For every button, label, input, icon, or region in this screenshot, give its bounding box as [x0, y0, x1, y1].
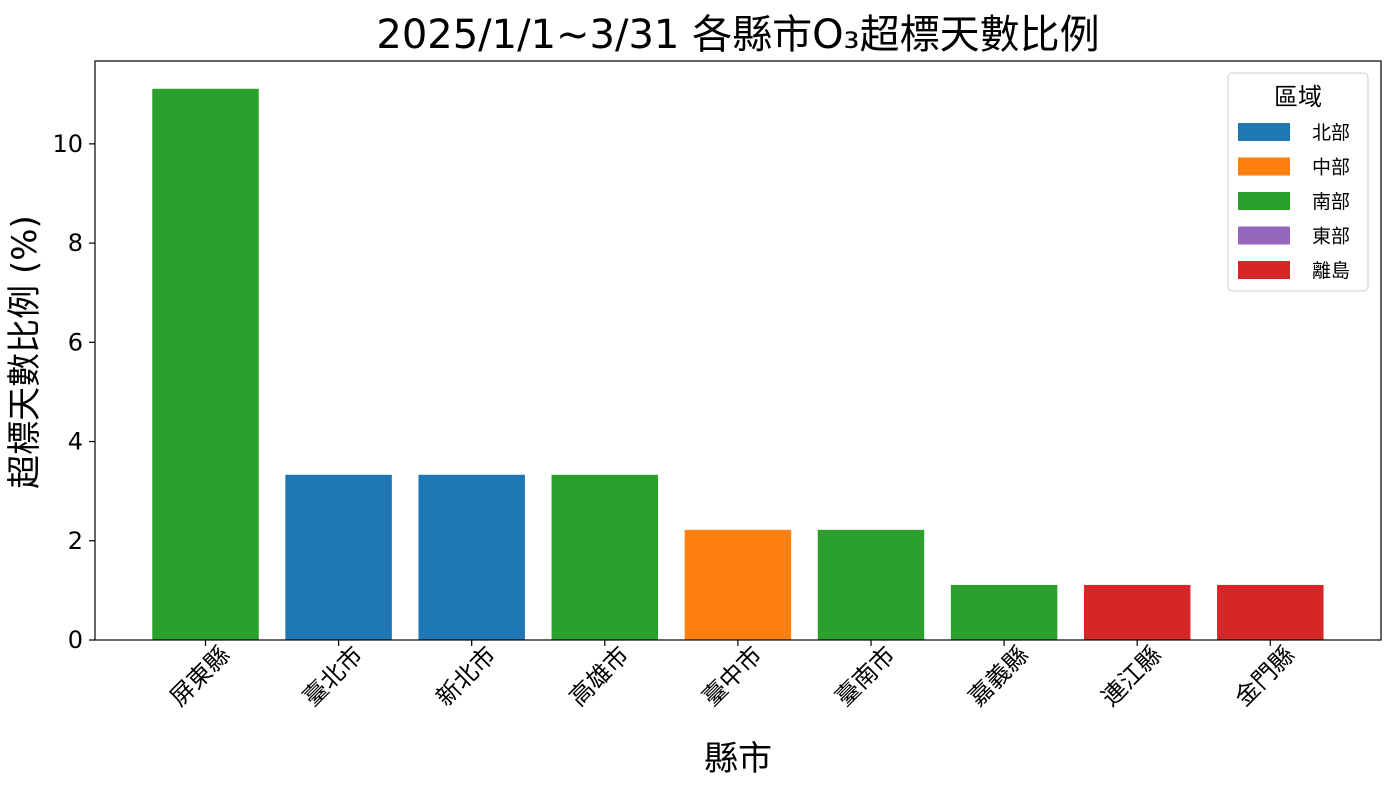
- legend-swatch: [1238, 123, 1290, 141]
- legend-swatch: [1238, 158, 1290, 176]
- x-tick-label: 新北市: [431, 641, 502, 712]
- chart-title: 2025/1/1~3/31 各縣市O₃超標天數比例: [376, 12, 1099, 58]
- y-axis: 0 2 4 6 8 10: [52, 130, 95, 654]
- legend-label: 離島: [1312, 260, 1350, 282]
- y-tick-label: 10: [52, 130, 83, 158]
- bar: [685, 530, 792, 640]
- legend-swatch: [1238, 192, 1290, 210]
- y-axis-label: 超標天數比例 (%): [5, 215, 45, 489]
- legend-label: 南部: [1312, 191, 1350, 213]
- legend-label: 東部: [1312, 226, 1350, 248]
- y-tick-label: 2: [68, 527, 83, 555]
- y-tick-label: 0: [68, 626, 83, 654]
- bar: [951, 585, 1058, 640]
- legend-label: 中部: [1312, 157, 1350, 179]
- x-tick-label: 屏東縣: [164, 641, 235, 712]
- x-tick-label: 嘉義縣: [963, 641, 1034, 712]
- x-tick-label: 臺北市: [298, 641, 369, 712]
- y-tick-label: 6: [68, 328, 83, 356]
- bar: [1217, 585, 1324, 640]
- bar: [152, 89, 259, 640]
- x-tick-label: 高雄市: [564, 641, 635, 712]
- bar: [418, 475, 525, 640]
- y-tick-label: 8: [68, 229, 83, 257]
- x-axis: 屏東縣 臺北市 新北市 高雄市 臺中市 臺南市 嘉義縣 連江縣 金門縣: [164, 640, 1300, 712]
- x-tick-label: 連江縣: [1096, 641, 1167, 712]
- x-tick-label: 臺中市: [697, 641, 768, 712]
- bar: [552, 475, 659, 640]
- legend-swatch: [1238, 227, 1290, 245]
- bar: [818, 530, 925, 640]
- bar: [285, 475, 392, 640]
- plot-area: [152, 89, 1323, 640]
- x-axis-label: 縣市: [704, 739, 772, 779]
- bar: [1084, 585, 1191, 640]
- x-tick-label: 臺南市: [830, 641, 901, 712]
- legend-label: 北部: [1312, 122, 1350, 144]
- x-tick-label: 金門縣: [1229, 641, 1300, 712]
- y-tick-label: 4: [68, 428, 83, 456]
- legend-title: 區域: [1274, 83, 1322, 111]
- legend-swatch: [1238, 261, 1290, 279]
